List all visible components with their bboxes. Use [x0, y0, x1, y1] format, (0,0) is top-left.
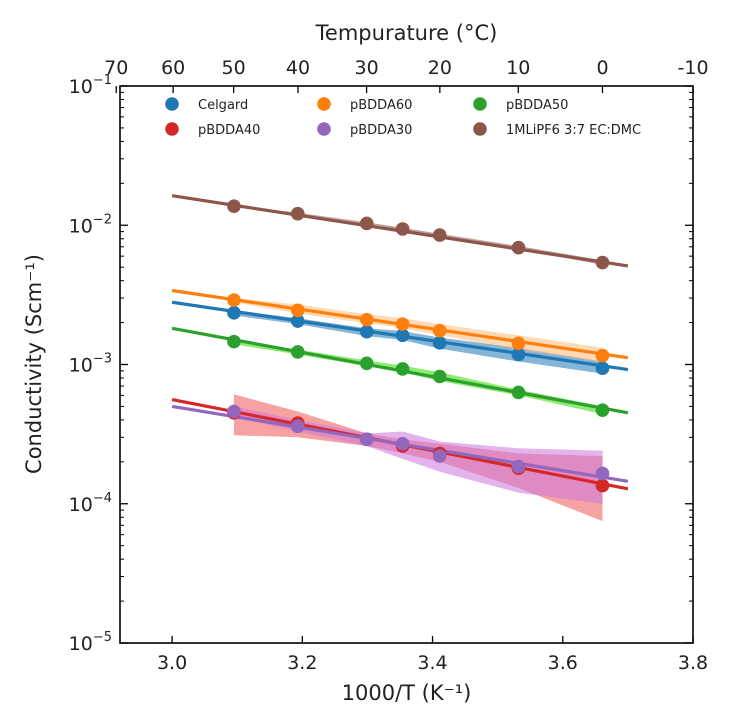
- point-1mlipf6-3-7-ec-dmc: [511, 240, 526, 255]
- point-celgard: [432, 336, 447, 350]
- legend: Celgard pBDDA60 pBDDA50 pBDDA40 pBDDA30 1MLiP…: [165, 97, 641, 138]
- point-pbdda30: [227, 404, 241, 419]
- legend-marker-pbdda50: [473, 97, 487, 111]
- legend-label-pbdda30: pBDDA30: [350, 123, 412, 138]
- point-pbdda50: [432, 369, 447, 384]
- point-1mlipf6-3-7-ec-dmc: [595, 255, 610, 270]
- top-tick-label: 20: [428, 57, 452, 79]
- point-celgard: [511, 347, 526, 362]
- top-tick-label: 30: [354, 57, 378, 79]
- y-tick-label: 10−3: [69, 352, 112, 377]
- x-tick-label: 3.0: [157, 652, 187, 674]
- point-pbdda60: [595, 348, 610, 363]
- point-pbdda50: [290, 345, 305, 359]
- top-tick-label: 60: [161, 57, 185, 79]
- point-pbdda60: [395, 317, 410, 331]
- top-tick-label: 50: [222, 57, 246, 79]
- y-axis-title: Conductivity (Scm⁻¹): [22, 254, 46, 474]
- point-celgard: [395, 328, 410, 343]
- point-pbdda30: [595, 466, 610, 481]
- point-pbdda30: [290, 419, 305, 434]
- point-celgard: [595, 361, 610, 376]
- point-pbdda60: [432, 323, 447, 338]
- y-tick-label: 10−1: [69, 73, 112, 98]
- point-pbdda50: [595, 403, 610, 417]
- x-tick-label: 3.6: [548, 652, 578, 674]
- y-tick-label: 10−5: [69, 630, 112, 655]
- point-pbdda60: [290, 303, 305, 318]
- point-pbdda30: [359, 432, 374, 447]
- legend-label-1mlipf6-3-7-ec-dmc: 1MLiPF6 3:7 EC:DMC: [506, 123, 641, 138]
- x-tick-label: 3.8: [678, 652, 708, 674]
- top-tick-label: 40: [286, 57, 310, 79]
- point-1mlipf6-3-7-ec-dmc: [290, 206, 305, 221]
- legend-marker-pbdda40: [165, 122, 179, 136]
- top-tick-label: 70: [104, 57, 128, 79]
- point-pbdda40: [595, 478, 610, 493]
- point-pbdda50: [227, 334, 241, 349]
- point-pbdda50: [511, 385, 526, 400]
- y-tick-label: 10−4: [69, 491, 112, 516]
- legend-marker-pbdda30: [317, 122, 331, 136]
- legend-marker-celgard: [165, 97, 179, 111]
- legend-marker-1mlipf6-3-7-ec-dmc: [473, 122, 487, 136]
- legend-label-pbdda60: pBDDA60: [350, 98, 412, 113]
- top-tick-label: 10: [506, 57, 530, 79]
- point-1mlipf6-3-7-ec-dmc: [359, 216, 374, 231]
- y-tick-label: 10−2: [69, 212, 112, 237]
- point-1mlipf6-3-7-ec-dmc: [227, 199, 241, 214]
- point-celgard: [290, 314, 305, 328]
- point-1mlipf6-3-7-ec-dmc: [432, 228, 447, 242]
- legend-label-celgard: Celgard: [198, 98, 248, 113]
- point-pbdda60: [511, 336, 526, 351]
- x-tick-label: 3.2: [287, 652, 317, 674]
- data-points: [227, 199, 610, 493]
- x-tick-label: 3.4: [417, 652, 447, 674]
- legend-marker-pbdda60: [317, 97, 331, 111]
- point-1mlipf6-3-7-ec-dmc: [395, 222, 410, 236]
- point-pbdda50: [395, 362, 410, 376]
- legend-label-pbdda40: pBDDA40: [198, 123, 260, 138]
- legend-label-pbdda50: pBDDA50: [506, 98, 568, 113]
- top-tick-label: -10: [678, 57, 709, 79]
- point-celgard: [359, 324, 374, 339]
- top-axis-title: Tempurature (°C): [315, 21, 498, 45]
- point-pbdda30: [511, 459, 526, 474]
- x-axis-title: 1000/T (K⁻¹): [342, 681, 472, 705]
- point-pbdda50: [359, 356, 374, 371]
- point-pbdda30: [432, 449, 447, 463]
- point-celgard: [227, 306, 241, 320]
- point-pbdda60: [227, 293, 241, 307]
- point-pbdda60: [359, 312, 374, 327]
- top-tick-label: 0: [596, 57, 608, 79]
- point-pbdda30: [395, 436, 410, 451]
- axis-ticks: 3.0 3.2 3.4 3.6 3.8 10−5 10−4 10−3 10−2 10−170 60 5…: [69, 57, 709, 674]
